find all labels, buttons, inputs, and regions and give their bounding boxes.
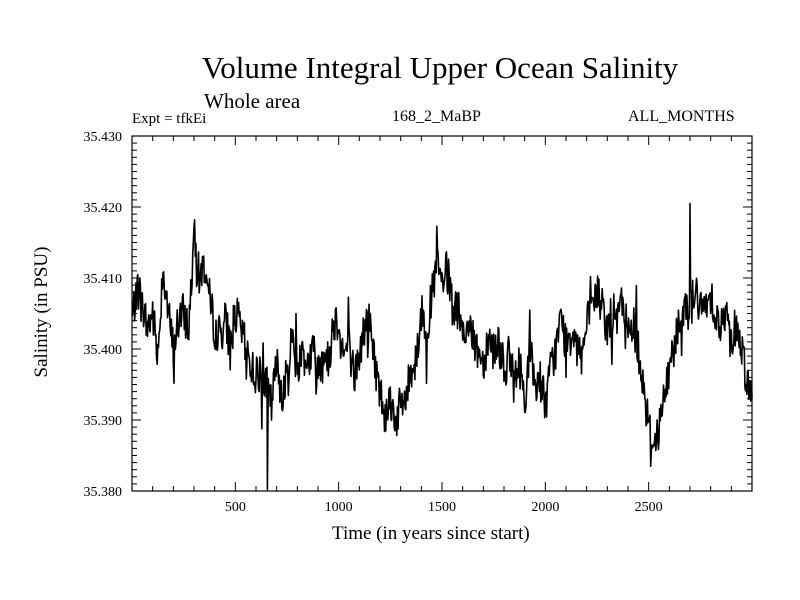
x-tick-label: 2500 xyxy=(635,500,663,515)
y-tick-label: 35.430 xyxy=(84,130,123,145)
y-tick-label: 35.390 xyxy=(84,414,123,429)
chart-subtitle: Whole area xyxy=(204,89,301,113)
y-tick-label: 35.420 xyxy=(84,201,123,216)
chart-title: Volume Integral Upper Ocean Salinity xyxy=(201,50,679,85)
x-tick-label: 500 xyxy=(225,500,246,515)
x-tick-label: 2000 xyxy=(531,500,559,515)
experiment-label: Expt = tfkEi xyxy=(132,111,207,127)
x-axis-label: Time (in years since start) xyxy=(332,523,530,544)
series-layer xyxy=(131,202,753,491)
x-tick-label: 1000 xyxy=(325,500,353,515)
run-label: 168_2_MaBP xyxy=(392,108,481,125)
y-tick-label: 35.400 xyxy=(84,343,123,358)
x-tick-label: 1500 xyxy=(428,500,456,515)
y-tick-label: 35.380 xyxy=(84,485,123,500)
salinity-series-line xyxy=(131,202,753,491)
months-label: ALL_MONTHS xyxy=(628,108,735,125)
ticks-layer: 35.380 35.390 35.400 35.410 35.420 35.430 500 1… xyxy=(84,130,752,515)
y-tick-label: 35.410 xyxy=(84,272,123,287)
